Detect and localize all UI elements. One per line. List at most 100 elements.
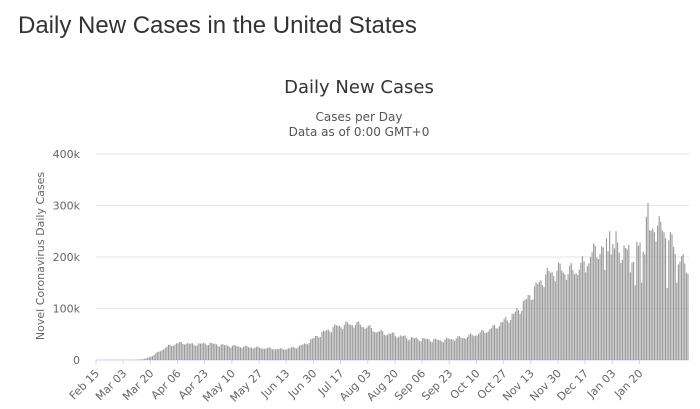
bar — [230, 347, 232, 360]
bar — [641, 282, 643, 360]
bar — [150, 356, 152, 360]
bar — [455, 338, 457, 360]
bar — [354, 324, 357, 360]
bar — [679, 261, 681, 360]
bar — [612, 244, 614, 360]
bar — [187, 342, 189, 360]
bar — [414, 338, 416, 360]
bar — [487, 331, 489, 360]
bar — [343, 324, 345, 360]
bar — [225, 345, 227, 360]
bar — [490, 328, 492, 360]
bar — [158, 351, 160, 360]
bar — [447, 338, 449, 360]
bar — [473, 336, 475, 360]
bar — [519, 313, 521, 360]
bar — [681, 256, 683, 360]
bar — [399, 335, 401, 360]
bar — [247, 347, 249, 360]
bar — [239, 347, 241, 360]
bar — [159, 351, 162, 360]
bar — [470, 333, 472, 360]
bar — [596, 257, 598, 360]
bar — [604, 269, 606, 360]
bar — [388, 333, 390, 360]
bar — [495, 328, 497, 360]
bar — [243, 346, 245, 360]
bar — [283, 349, 285, 360]
bar — [287, 348, 289, 360]
bar — [540, 280, 542, 360]
bar — [214, 343, 216, 360]
bar — [390, 333, 392, 360]
bar — [575, 273, 577, 360]
bar — [246, 346, 248, 360]
bar — [573, 274, 576, 360]
bar — [345, 321, 347, 360]
bar — [629, 272, 631, 360]
bar — [259, 347, 261, 360]
bar — [163, 349, 165, 360]
x-tick-label: Sep 23 — [419, 367, 455, 403]
bar — [350, 324, 352, 360]
bar — [179, 342, 181, 360]
bar — [685, 272, 687, 360]
bar — [382, 331, 384, 360]
bar — [605, 238, 608, 360]
bar — [207, 345, 210, 360]
bar — [613, 248, 615, 360]
bar — [303, 343, 305, 360]
bar — [281, 348, 283, 360]
bar — [327, 329, 329, 360]
bar — [324, 331, 326, 360]
bar — [211, 343, 213, 360]
chart-subtitle-line-2: Data as of 0:00 GMT+0 — [289, 125, 430, 139]
bar — [441, 341, 443, 360]
bar — [311, 338, 313, 360]
bar — [206, 345, 208, 360]
bar — [617, 242, 619, 360]
bar — [442, 342, 444, 360]
bar — [302, 344, 304, 360]
bar — [391, 332, 393, 360]
bar — [394, 336, 397, 360]
bar — [300, 345, 302, 360]
bar — [446, 337, 448, 360]
bar — [228, 346, 230, 360]
bar — [265, 348, 267, 360]
bar — [522, 301, 524, 360]
bar — [642, 251, 644, 360]
bar — [444, 339, 446, 360]
bar — [255, 346, 257, 360]
bar — [666, 287, 668, 360]
bar — [647, 202, 649, 360]
bar — [468, 334, 470, 360]
bar — [175, 343, 178, 360]
bar — [457, 336, 459, 360]
bar — [532, 299, 534, 360]
bar — [308, 343, 310, 360]
bar — [607, 251, 609, 360]
bar — [204, 343, 206, 360]
bar — [511, 313, 513, 360]
bar — [465, 338, 467, 360]
bar — [236, 346, 238, 360]
bar — [431, 342, 433, 360]
bar — [479, 332, 481, 360]
bar — [348, 324, 350, 360]
bar — [305, 343, 307, 360]
bar — [430, 341, 432, 360]
bar — [586, 266, 588, 360]
bar — [599, 254, 601, 360]
bar — [260, 348, 262, 360]
bar — [589, 256, 592, 360]
bar — [358, 321, 360, 360]
bar — [545, 274, 547, 360]
bar — [335, 325, 337, 360]
bar — [367, 325, 369, 360]
bar — [500, 322, 502, 360]
bar — [676, 282, 678, 360]
bar — [185, 344, 187, 360]
bar — [318, 337, 320, 360]
